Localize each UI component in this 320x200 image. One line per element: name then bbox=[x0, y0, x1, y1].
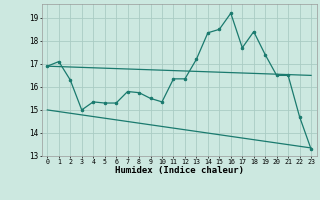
X-axis label: Humidex (Indice chaleur): Humidex (Indice chaleur) bbox=[115, 166, 244, 175]
